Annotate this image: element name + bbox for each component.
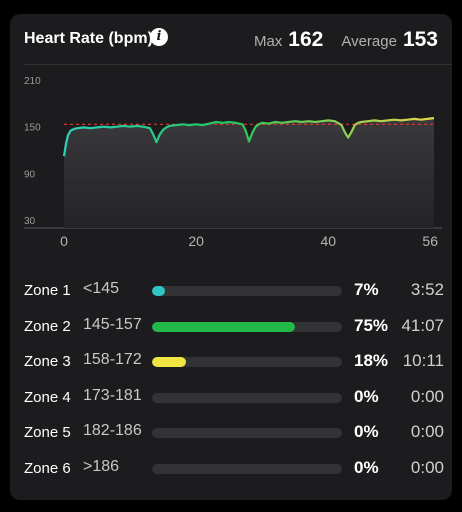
x-tick-label: 20 — [188, 233, 204, 249]
zone-range: <145 — [83, 280, 120, 297]
zone-name: Zone 1 — [24, 282, 71, 299]
zone-range: >186 — [83, 457, 120, 475]
heart-rate-line — [62, 117, 435, 157]
zone-duration: 10:11 — [402, 351, 444, 370]
zone-name: Zone 4 — [24, 388, 71, 406]
zone-row: Zone 1 <145 7% 3:52 — [24, 276, 444, 312]
zone-range: 158-172 — [83, 351, 142, 368]
average-value: 153 — [402, 28, 438, 51]
info-icon[interactable]: i — [150, 28, 168, 46]
zone-duration: 0:00 — [410, 386, 444, 406]
zone-row: Zone 6 >186 0% 0:00 — [24, 454, 444, 490]
zone-percentage: 0% — [354, 386, 379, 406]
max-label: Max — [253, 33, 283, 50]
zone-progress-fill — [152, 321, 295, 332]
header-divider — [24, 64, 452, 65]
zone-progress-track — [152, 463, 342, 474]
zone-range: 182-186 — [83, 422, 142, 439]
zone-name: Zone 3 — [24, 353, 71, 370]
zone-progress-track — [152, 321, 342, 332]
zone-duration: 0:00 — [410, 457, 444, 477]
zone-progress-track — [152, 357, 342, 367]
zone-percentage: 0% — [354, 457, 379, 477]
y-tick-label: 90 — [24, 169, 36, 180]
zone-duration: 3:52 — [410, 280, 444, 299]
zone-name: Zone 5 — [24, 424, 71, 441]
zone-progress-track — [152, 392, 342, 403]
zone-range: 173-181 — [83, 386, 142, 404]
zone-percentage: 7% — [354, 280, 379, 299]
zone-name: Zone 6 — [24, 459, 71, 477]
zone-percentage: 0% — [354, 422, 379, 441]
zone-range: 145-157 — [83, 315, 142, 333]
zone-progress-fill — [152, 286, 166, 296]
x-tick-label: 0 — [60, 233, 68, 249]
heart-rate-zones: Zone 1 <145 7% 3:52 Zone 2 145-157 75% 41:07 Zon… — [24, 276, 444, 489]
heart-rate-area — [64, 118, 434, 228]
zone-progress-track — [152, 286, 342, 296]
x-tick-label: 56 — [422, 233, 438, 249]
zone-row: Zone 3 158-172 18% 10:11 — [24, 347, 444, 383]
zone-row: Zone 4 173-181 0% 0:00 — [24, 383, 444, 419]
zone-row: Zone 2 145-157 75% 41:07 — [24, 312, 444, 348]
y-tick-label: 210 — [24, 76, 41, 87]
zone-row: Zone 5 182-186 0% 0:00 — [24, 418, 444, 454]
zone-duration: 0:00 — [410, 422, 444, 441]
card-title: Heart Rate (bpm) — [24, 30, 153, 47]
zone-percentage: 75% — [354, 315, 389, 335]
zone-progress-fill — [152, 357, 187, 367]
zone-percentage: 18% — [354, 351, 389, 370]
card-header: Heart Rate (bpm) i Max 162 Average 153 — [24, 28, 438, 52]
y-tick-label: 150 — [24, 123, 41, 134]
max-value: 162 — [288, 28, 324, 51]
heart-rate-chart: 210 150 90 30 0 20 40 56 — [24, 76, 442, 249]
heart-rate-card: Heart Rate (bpm) i Max 162 Average 153 2… — [10, 14, 452, 500]
average-label: Average — [341, 33, 397, 50]
y-tick-label: 30 — [24, 216, 36, 227]
zone-name: Zone 2 — [24, 317, 71, 335]
summary-stats: Max 162 Average 153 — [254, 28, 438, 52]
x-tick-label: 40 — [320, 233, 336, 249]
zone-duration: 41:07 — [401, 315, 444, 335]
zone-progress-track — [152, 428, 342, 438]
